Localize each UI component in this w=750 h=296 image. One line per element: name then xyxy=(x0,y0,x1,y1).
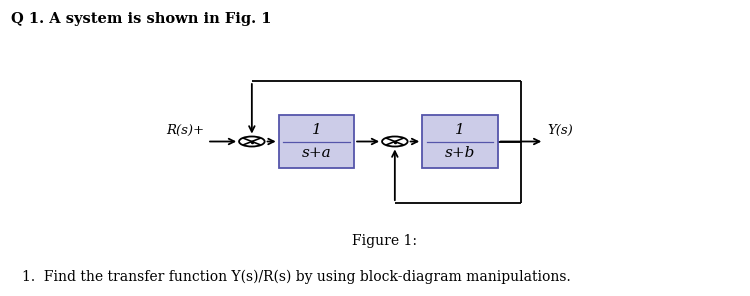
Text: Q 1. A system is shown in Fig. 1: Q 1. A system is shown in Fig. 1 xyxy=(11,12,272,26)
FancyBboxPatch shape xyxy=(278,115,354,168)
Text: R(s)+: R(s)+ xyxy=(166,124,204,137)
Text: 1: 1 xyxy=(455,123,465,138)
Text: s+a: s+a xyxy=(302,146,332,160)
Text: 1.  Find the transfer function Y(s)/R(s) by using block-diagram manipulations.: 1. Find the transfer function Y(s)/R(s) … xyxy=(22,270,572,284)
Text: Figure 1:: Figure 1: xyxy=(352,234,417,248)
Text: 1: 1 xyxy=(311,123,321,138)
Text: Y(s): Y(s) xyxy=(547,124,573,137)
FancyBboxPatch shape xyxy=(422,115,498,168)
Text: s+b: s+b xyxy=(445,146,476,160)
